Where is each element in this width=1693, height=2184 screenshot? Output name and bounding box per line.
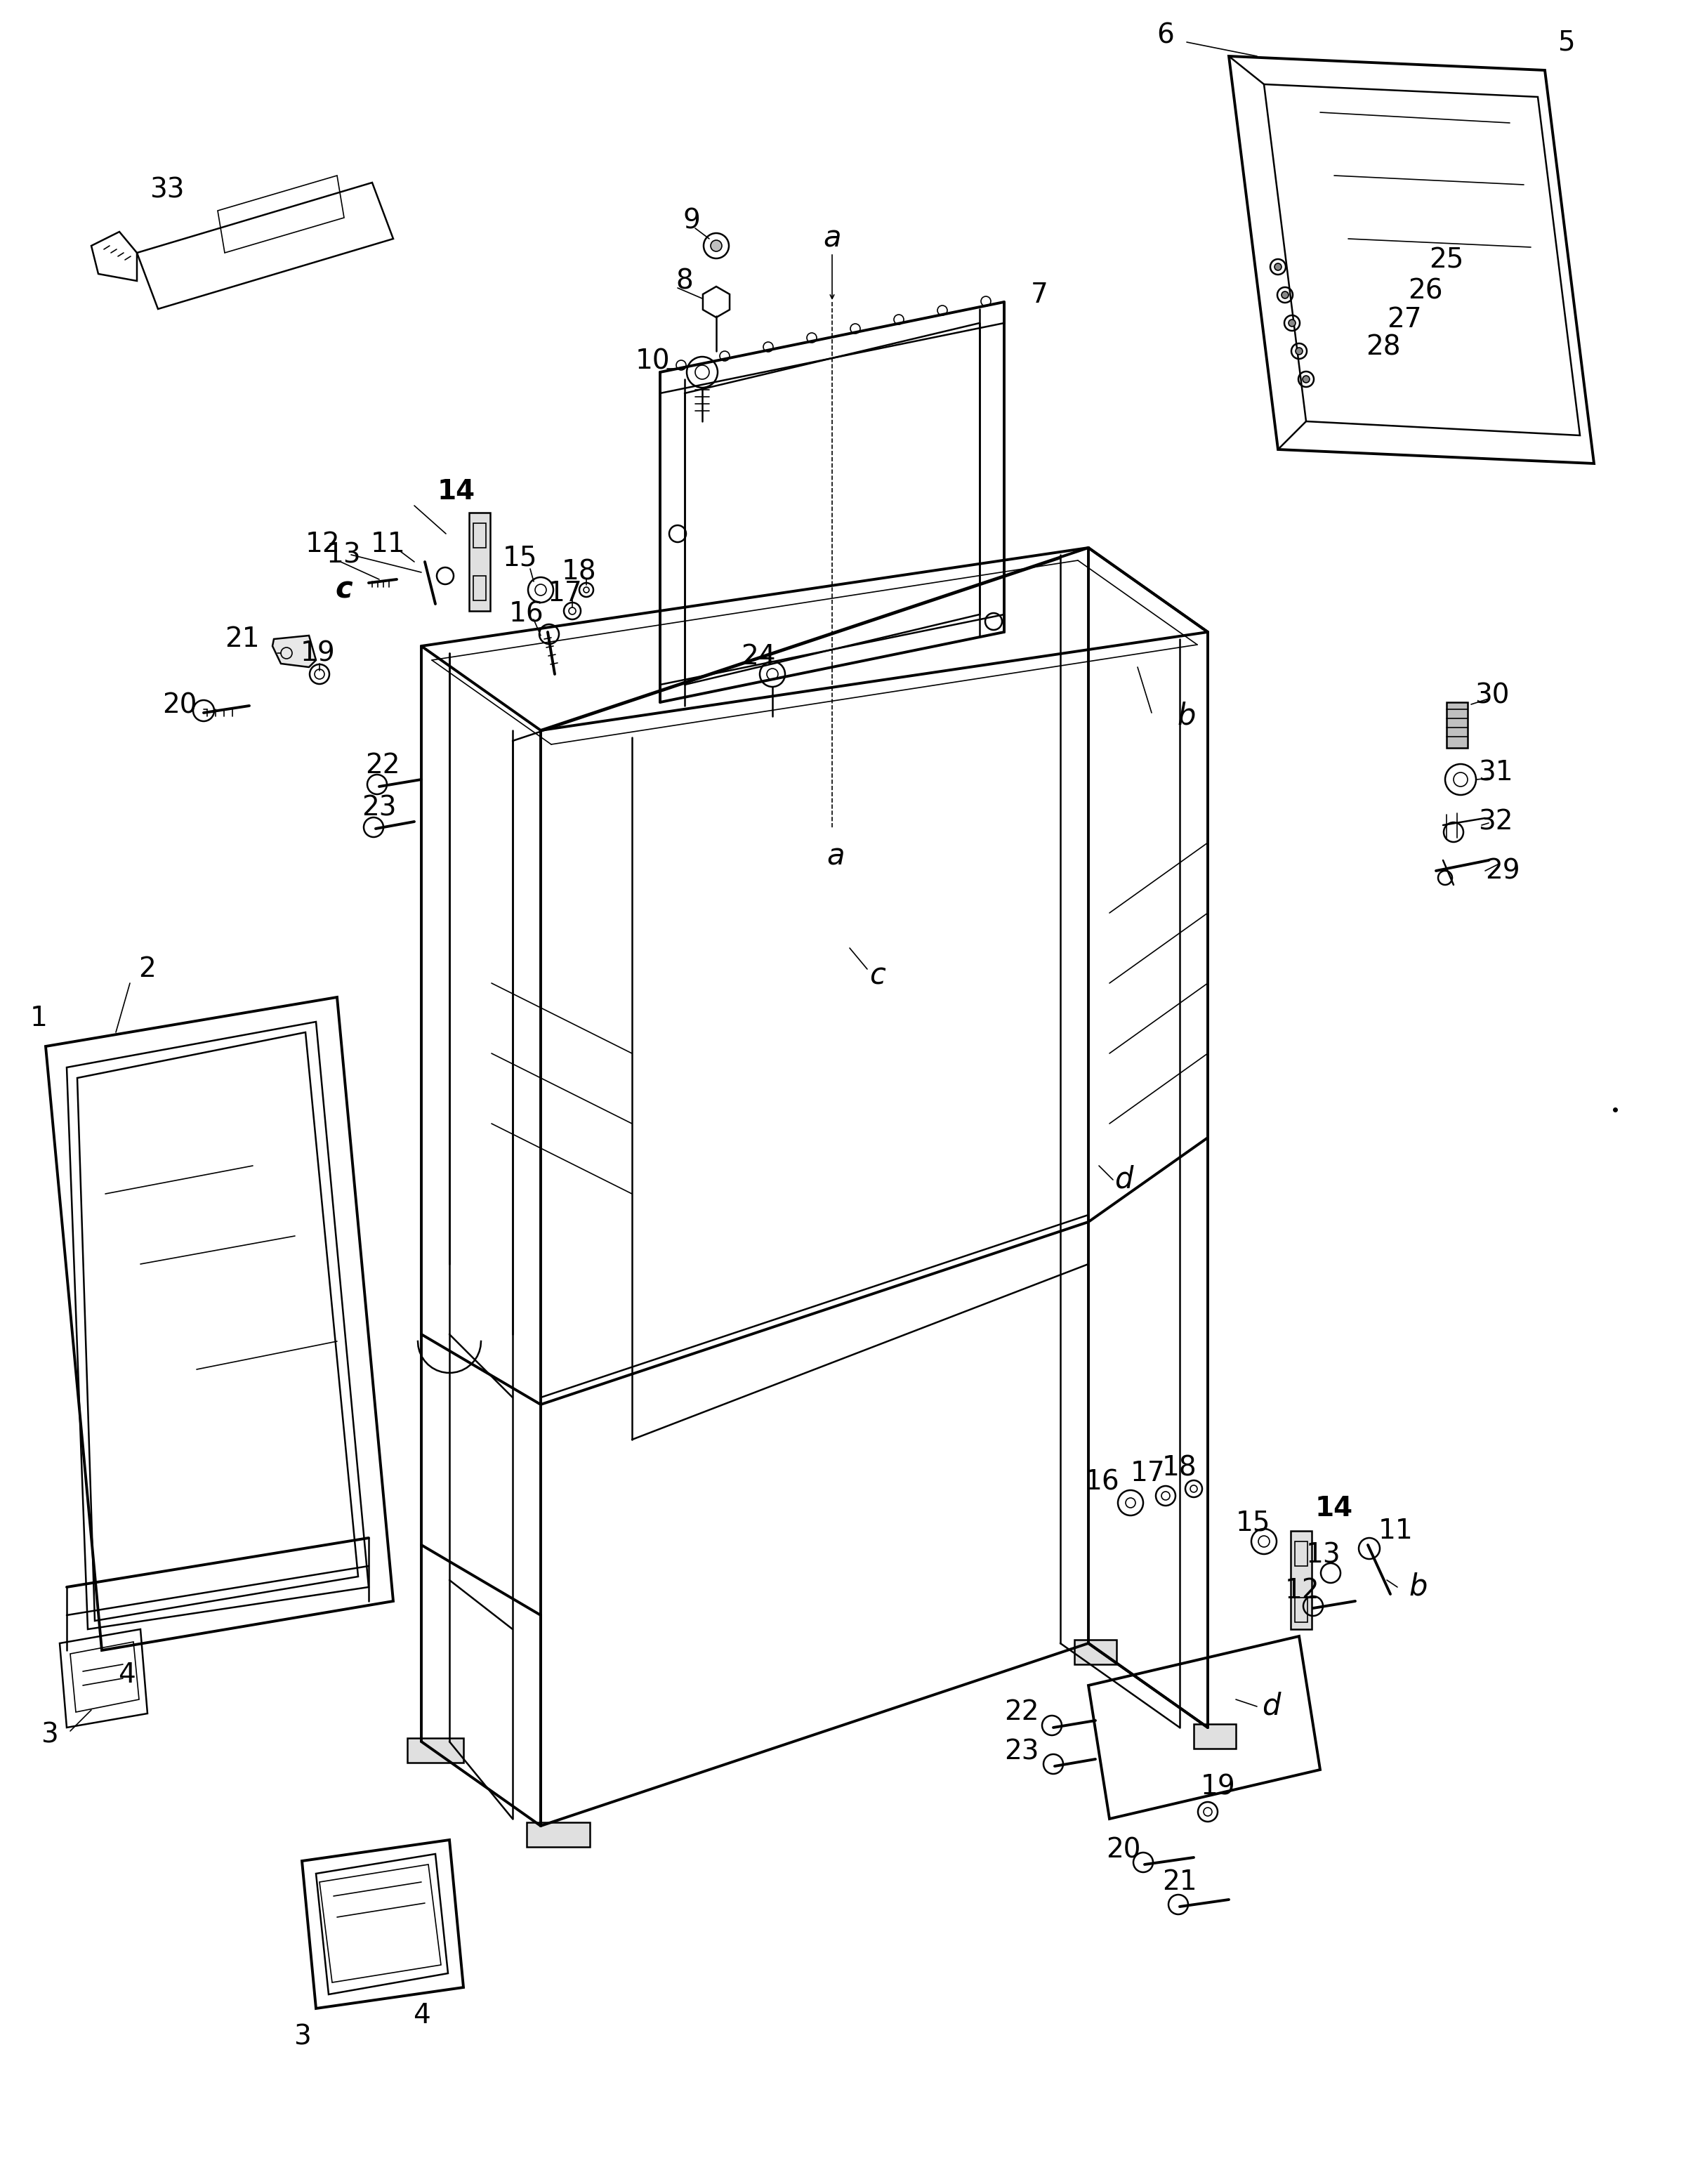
Text: 16: 16 [1085, 1468, 1119, 1496]
Text: 33: 33 [149, 177, 185, 203]
Text: 23: 23 [362, 795, 396, 821]
Text: 4: 4 [413, 2003, 430, 2029]
Text: 12: 12 [1285, 1577, 1321, 1603]
Circle shape [711, 240, 721, 251]
Text: 15: 15 [503, 546, 537, 572]
Text: 29: 29 [1485, 858, 1520, 885]
Text: 3: 3 [41, 1721, 58, 1747]
Text: 22: 22 [366, 751, 400, 780]
Text: 14: 14 [1315, 1496, 1353, 1522]
Text: 18: 18 [1163, 1455, 1197, 1481]
Polygon shape [469, 513, 491, 612]
Text: 13: 13 [327, 542, 362, 568]
Text: 14: 14 [437, 478, 476, 505]
Text: 6: 6 [1156, 22, 1175, 48]
Polygon shape [1446, 703, 1468, 747]
Text: 5: 5 [1558, 28, 1574, 55]
Text: 20: 20 [163, 692, 196, 719]
Text: 27: 27 [1387, 306, 1422, 332]
Text: 3: 3 [293, 2022, 310, 2051]
Text: a: a [823, 225, 841, 253]
Text: 30: 30 [1475, 681, 1510, 708]
Text: 21: 21 [1163, 1870, 1197, 1896]
Text: 7: 7 [1031, 282, 1048, 308]
Text: 24: 24 [742, 644, 775, 670]
Text: c: c [335, 574, 352, 605]
Text: b: b [1177, 701, 1195, 732]
Text: d: d [1261, 1693, 1280, 1721]
Text: 32: 32 [1478, 808, 1514, 834]
Text: 4: 4 [119, 1662, 135, 1688]
Text: 9: 9 [682, 207, 701, 234]
Polygon shape [527, 1821, 589, 1848]
Text: 10: 10 [635, 347, 670, 376]
Text: 11: 11 [1378, 1518, 1414, 1544]
Polygon shape [408, 1738, 464, 1762]
Circle shape [1295, 347, 1302, 354]
Text: c: c [870, 961, 885, 992]
Text: 16: 16 [510, 601, 543, 627]
Text: 21: 21 [225, 625, 259, 653]
Polygon shape [1290, 1531, 1312, 1629]
Polygon shape [1075, 1640, 1116, 1664]
Text: 8: 8 [676, 269, 694, 295]
Text: 19: 19 [301, 640, 335, 666]
Text: 1: 1 [30, 1005, 47, 1031]
Polygon shape [1194, 1723, 1236, 1749]
Circle shape [1282, 290, 1288, 299]
Text: a: a [826, 843, 845, 871]
Text: 31: 31 [1478, 760, 1514, 786]
Text: 20: 20 [1106, 1837, 1141, 1863]
Text: d: d [1114, 1164, 1133, 1195]
Text: 17: 17 [1131, 1459, 1165, 1487]
Circle shape [1288, 319, 1295, 328]
Text: 25: 25 [1429, 247, 1464, 273]
Text: 23: 23 [1004, 1738, 1040, 1765]
Text: 13: 13 [1307, 1542, 1341, 1568]
Circle shape [1302, 376, 1310, 382]
Text: b: b [1409, 1572, 1427, 1601]
Text: 19: 19 [1200, 1773, 1236, 1800]
Text: 28: 28 [1366, 334, 1400, 360]
Polygon shape [273, 636, 317, 666]
Text: 2: 2 [139, 957, 156, 983]
Text: 22: 22 [1004, 1699, 1040, 1725]
Text: 15: 15 [1236, 1509, 1270, 1535]
Text: 18: 18 [562, 559, 596, 585]
Text: 11: 11 [371, 531, 406, 557]
Text: 17: 17 [549, 581, 582, 607]
Text: 26: 26 [1409, 277, 1442, 306]
Circle shape [1275, 264, 1282, 271]
Text: 12: 12 [306, 531, 340, 557]
